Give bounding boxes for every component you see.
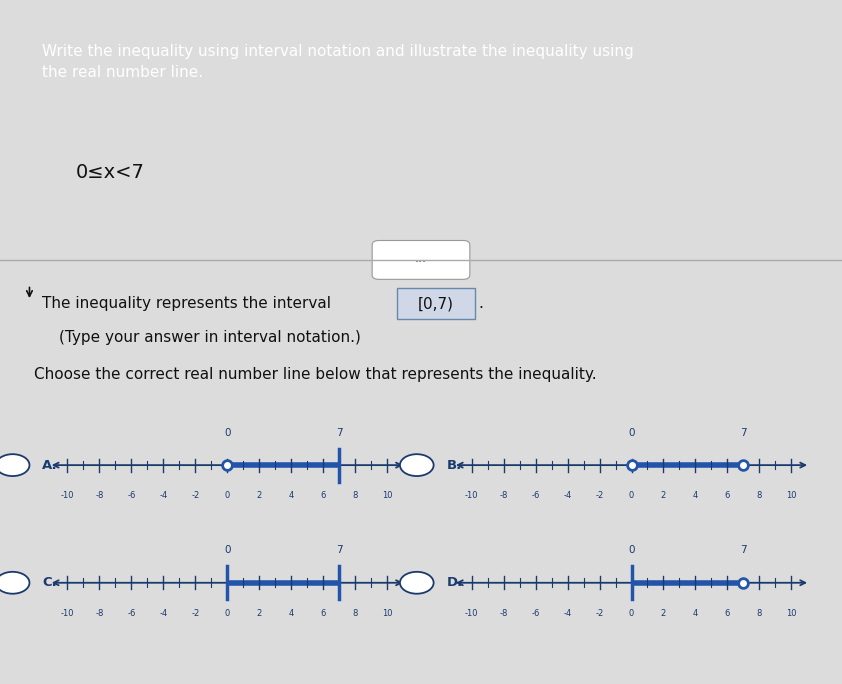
Text: (Type your answer in interval notation.): (Type your answer in interval notation.) (59, 330, 361, 345)
Text: -6: -6 (127, 491, 136, 501)
Text: 0: 0 (224, 545, 231, 555)
Text: 0: 0 (224, 428, 231, 438)
Text: 10: 10 (382, 491, 392, 501)
Text: 10: 10 (382, 609, 392, 618)
Circle shape (0, 454, 29, 476)
Text: 7: 7 (740, 545, 747, 555)
Text: B.: B. (446, 458, 461, 472)
Text: 2: 2 (661, 491, 666, 501)
Text: 8: 8 (757, 609, 762, 618)
Text: -10: -10 (465, 491, 478, 501)
Text: -6: -6 (531, 491, 540, 501)
Text: 4: 4 (693, 491, 698, 501)
Text: 8: 8 (757, 491, 762, 501)
Text: -10: -10 (465, 609, 478, 618)
Text: -6: -6 (127, 609, 136, 618)
Text: 4: 4 (693, 609, 698, 618)
Text: 2: 2 (661, 609, 666, 618)
Text: -2: -2 (191, 609, 200, 618)
Text: 4: 4 (289, 609, 294, 618)
Text: 7: 7 (336, 545, 343, 555)
Text: 2: 2 (257, 491, 262, 501)
Text: 7: 7 (336, 428, 343, 438)
Text: -2: -2 (595, 609, 604, 618)
Text: 4: 4 (289, 491, 294, 501)
Text: .: . (478, 296, 483, 311)
Text: C.: C. (42, 576, 57, 590)
Text: -2: -2 (595, 491, 604, 501)
Text: 0≤x<7: 0≤x<7 (76, 163, 145, 182)
Text: 10: 10 (786, 491, 797, 501)
Text: 0: 0 (628, 545, 635, 555)
Text: -6: -6 (531, 609, 540, 618)
Text: -10: -10 (61, 609, 74, 618)
FancyBboxPatch shape (397, 289, 475, 319)
Text: 7: 7 (740, 428, 747, 438)
Text: -4: -4 (563, 609, 572, 618)
FancyBboxPatch shape (372, 241, 470, 279)
Text: 6: 6 (321, 491, 326, 501)
Text: 10: 10 (786, 609, 797, 618)
Circle shape (0, 572, 29, 594)
Text: [0,7): [0,7) (418, 296, 454, 311)
Circle shape (400, 454, 434, 476)
Text: 0: 0 (225, 491, 230, 501)
Text: 0: 0 (628, 428, 635, 438)
Text: -2: -2 (191, 491, 200, 501)
Text: 8: 8 (353, 491, 358, 501)
Text: 2: 2 (257, 609, 262, 618)
Text: Choose the correct real number line below that represents the inequality.: Choose the correct real number line belo… (34, 367, 596, 382)
Circle shape (400, 572, 434, 594)
Text: A.: A. (42, 458, 58, 472)
Text: 0: 0 (629, 491, 634, 501)
Text: -4: -4 (563, 491, 572, 501)
Text: The inequality represents the interval: The inequality represents the interval (42, 296, 331, 311)
Text: 6: 6 (725, 491, 730, 501)
Text: -8: -8 (499, 609, 508, 618)
Text: -8: -8 (499, 491, 508, 501)
Text: 6: 6 (725, 609, 730, 618)
Text: -8: -8 (95, 491, 104, 501)
Text: Write the inequality using interval notation and illustrate the inequality using: Write the inequality using interval nota… (42, 44, 634, 79)
Text: 8: 8 (353, 609, 358, 618)
Text: 6: 6 (321, 609, 326, 618)
Text: ...: ... (415, 252, 427, 265)
Text: -10: -10 (61, 491, 74, 501)
Text: -8: -8 (95, 609, 104, 618)
Text: 0: 0 (629, 609, 634, 618)
Text: -4: -4 (159, 609, 168, 618)
Text: -4: -4 (159, 491, 168, 501)
Text: D.: D. (446, 576, 462, 590)
Text: 0: 0 (225, 609, 230, 618)
